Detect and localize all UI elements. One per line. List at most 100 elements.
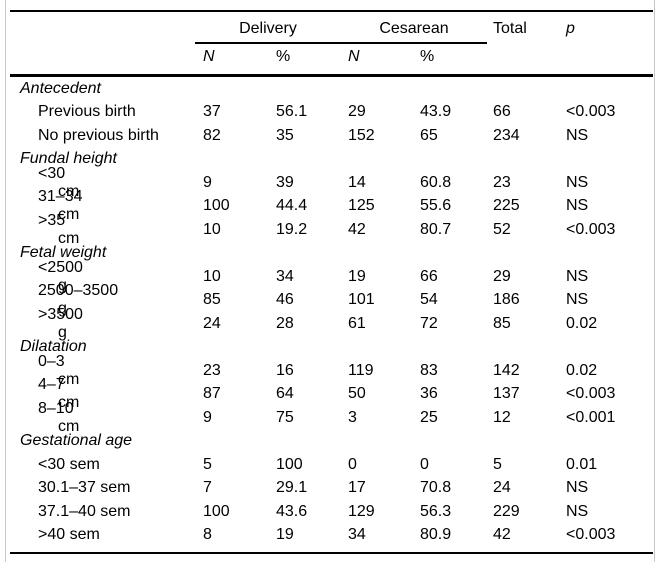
row-label-text: 4–7 <box>38 376 65 394</box>
cesarean-n-cell: 14 <box>348 173 366 191</box>
row-label: Previous birth <box>10 103 203 121</box>
section-header-row: Dilatation <box>10 336 653 360</box>
column-header-cesarean-percent: % <box>420 48 435 65</box>
row-label-unit: cm <box>58 370 80 388</box>
table-body: Antecedent Previous birth 3 7 56.1 29 43.9 66 <0… <box>10 77 653 547</box>
table-row: No previous birth 82 35 152 65 234 NS <box>10 124 653 148</box>
delivery-percent-cell: 64 <box>276 385 294 403</box>
delivery-percent-cell: 19.2 <box>276 220 308 238</box>
p-value-cell: 0.01 <box>566 455 598 473</box>
column-group-spanner-rule <box>195 42 487 44</box>
section-header-row: Antecedent <box>10 77 653 101</box>
total-cell: 29 <box>493 267 511 285</box>
delivery-percent-cell: 44.4 <box>276 197 308 215</box>
cesarean-n-cell: 61 <box>348 314 366 332</box>
total-cell: 66 <box>493 103 511 121</box>
total-cell: 229 <box>493 502 520 520</box>
row-label-text: >40 sem <box>38 526 100 544</box>
column-header-delivery-n: N <box>203 48 215 65</box>
row-label-text: 31–34 <box>38 188 83 206</box>
row-label-unit: cm <box>58 206 80 224</box>
column-header-p: p <box>566 20 575 37</box>
row-label: <30 sem <box>10 456 203 474</box>
row-label-text: 0–3 <box>38 352 65 370</box>
delivery-percent-cell: 39 <box>276 173 294 191</box>
row-label-text: 30.1–37 sem <box>38 479 131 497</box>
p-value-cell: <0.003 <box>566 103 616 121</box>
table-row: >35 cm 10 19.2 42 80.7 52 <0.003 <box>10 212 653 247</box>
delivery-n-cell: 85 <box>203 291 221 309</box>
cesarean-percent-cell: 66 <box>420 267 438 285</box>
cesarean-percent-cell: 56.3 <box>420 502 452 520</box>
cesarean-percent-cell: 25 <box>420 408 438 426</box>
p-value-cell: <0.003 <box>566 220 616 238</box>
delivery-n-cell: 9 <box>203 408 212 426</box>
p-value-cell: NS <box>566 173 589 191</box>
cesarean-percent-cell: 83 <box>420 361 438 379</box>
row-label: 30.1–37 sem <box>10 479 203 497</box>
delivery-percent-cell: 29.1 <box>276 479 308 497</box>
row-label: >3500 g <box>10 306 203 342</box>
cesarean-percent-cell: 60.8 <box>420 173 452 191</box>
total-cell: 52 <box>493 220 511 238</box>
cesarean-n-cell: 34 <box>348 526 366 544</box>
cesarean-n-cell: 3 <box>348 408 357 426</box>
cesarean-percent-cell: 55.6 <box>420 197 452 215</box>
total-cell: 5 <box>493 455 502 473</box>
table-row: 2500–3500 g 85 46 101 54 186 NS <box>10 282 653 317</box>
row-label-unit: cm <box>58 229 80 247</box>
column-header-delivery-percent: % <box>276 48 291 65</box>
table-row: >40 sem 8 19 34 80.9 42 <0.003 <box>10 524 653 548</box>
header-separator-rule <box>10 74 653 77</box>
total-cell: 142 <box>493 361 520 379</box>
table-row: 4–7 cm 87 64 50 36 137 <0.003 <box>10 376 653 411</box>
row-label: 4–7 cm <box>10 376 203 412</box>
cesarean-n-cell: 19 <box>348 267 366 285</box>
delivery-n-cell: 82 <box>203 126 221 144</box>
cesarean-percent-cell: 43.9 <box>420 103 452 121</box>
cesarean-percent-cell: 36 <box>420 385 438 403</box>
column-header-total: Total <box>493 20 527 37</box>
p-value-cell: 0.02 <box>566 361 598 379</box>
section-title: Gestational age <box>20 432 133 450</box>
cesarean-n-cell: 125 <box>348 197 375 215</box>
delivery-n-cell: 24 <box>203 314 221 332</box>
row-label: 0–3 cm <box>10 353 203 389</box>
delivery-n-cell: 10 <box>203 267 221 285</box>
section-title: Antecedent <box>20 79 101 97</box>
table-row: <30 sem 5 100 0 0 5 0.01 <box>10 453 653 477</box>
row-label-unit: g <box>58 300 67 318</box>
delivery-n-cell: 23 <box>203 361 221 379</box>
cesarean-n-cell: 119 <box>348 361 374 379</box>
p-value-cell: NS <box>566 267 589 285</box>
row-label: >40 sem <box>10 526 203 544</box>
table-row: >3500 g 24 28 61 72 85 0.02 <box>10 306 653 341</box>
table-row: 37.1–40 sem 100 43.6 129 56.3 229 NS <box>10 500 653 524</box>
row-label: <30 cm <box>10 165 203 201</box>
delivery-percent-cell: 34 <box>276 267 294 285</box>
delivery-percent-cell: 56.1 <box>276 103 308 121</box>
table-row: Previous birth 37 56.1 29 43.9 66 <0.003 <box>10 101 653 125</box>
cesarean-n-cell: 152 <box>348 126 375 144</box>
cesarean-n-cell: 50 <box>348 385 366 403</box>
table-row: 30.1–37 sem 7 29.1 17 70.8 24 NS <box>10 477 653 501</box>
delivery-percent-cell: 46 <box>276 291 294 309</box>
table-row: <30 cm 9 39 14 60.8 23 NS <box>10 165 653 200</box>
total-cell: 234 <box>493 126 520 144</box>
top-rule <box>10 10 653 12</box>
delivery-percent-cell: 28 <box>276 314 294 332</box>
section-header-row: Fetal weight <box>10 242 653 266</box>
table-row: 8–10 cm 9 75 3 25 12 <0.001 <box>10 400 653 435</box>
row-label: 8–10 cm <box>10 400 203 436</box>
delivery-n-cell: 87 <box>203 385 221 403</box>
delivery-percent-cell: 100 <box>276 455 303 473</box>
cesarean-percent-cell: 54 <box>420 291 438 309</box>
cesarean-percent-cell: 72 <box>420 314 438 332</box>
p-value-cell: <0.001 <box>566 408 616 426</box>
row-label-unit: cm <box>58 417 80 435</box>
p-value-cell: NS <box>566 197 589 215</box>
delivery-n-cell: 7 <box>203 479 212 497</box>
cesarean-n-cell: 101 <box>348 291 375 309</box>
delivery-n-cell: 5 <box>203 455 212 473</box>
